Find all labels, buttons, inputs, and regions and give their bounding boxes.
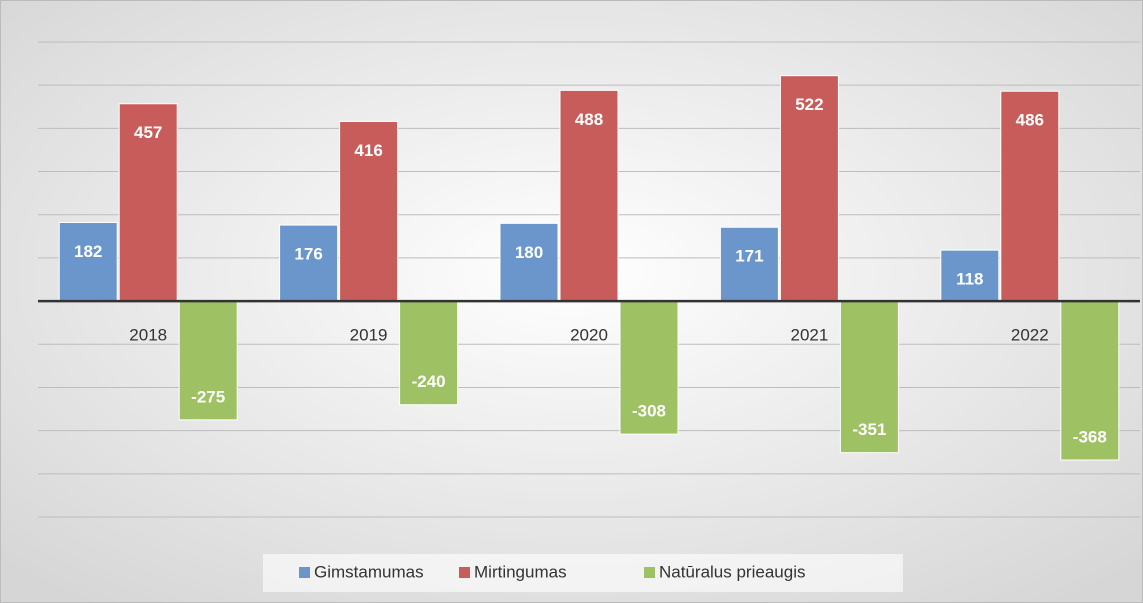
legend-swatch xyxy=(299,567,310,578)
bar xyxy=(559,89,619,302)
bar xyxy=(118,103,178,302)
data-label: 416 xyxy=(354,141,382,160)
x-tick-label: 2022 xyxy=(1011,326,1049,345)
data-label: 180 xyxy=(515,243,543,262)
bar xyxy=(58,222,118,302)
x-tick-label: 2019 xyxy=(350,326,388,345)
data-label: -240 xyxy=(412,372,446,391)
data-label: 171 xyxy=(735,247,763,266)
x-tick-label: 2018 xyxy=(129,326,167,345)
legend-swatch xyxy=(644,567,655,578)
data-label: 486 xyxy=(1016,111,1044,130)
legend-label: Gimstamumas xyxy=(314,562,424,581)
data-label: 488 xyxy=(575,110,603,129)
bar xyxy=(779,75,839,302)
bar xyxy=(399,300,459,406)
data-label: 522 xyxy=(795,95,823,114)
bar xyxy=(499,222,559,302)
bar xyxy=(619,300,679,435)
data-label: -368 xyxy=(1073,427,1107,446)
data-label: -308 xyxy=(632,402,666,421)
legend-label: Mirtingumas xyxy=(474,562,567,581)
data-label: 118 xyxy=(956,270,983,289)
bar xyxy=(839,300,899,454)
legend-label: Natūralus prieaugis xyxy=(659,562,805,581)
x-tick-label: 2021 xyxy=(790,326,828,345)
bar xyxy=(719,226,779,302)
data-label: -351 xyxy=(852,420,886,439)
bar xyxy=(279,224,339,302)
legend-swatch xyxy=(459,567,470,578)
data-label: 457 xyxy=(134,123,162,142)
data-label: 182 xyxy=(74,242,102,261)
bar xyxy=(1060,300,1120,461)
x-tick-label: 2020 xyxy=(570,326,608,345)
data-label: -275 xyxy=(191,387,225,406)
legend-box xyxy=(263,554,903,592)
bar xyxy=(940,249,1000,302)
data-label: 176 xyxy=(294,245,322,264)
